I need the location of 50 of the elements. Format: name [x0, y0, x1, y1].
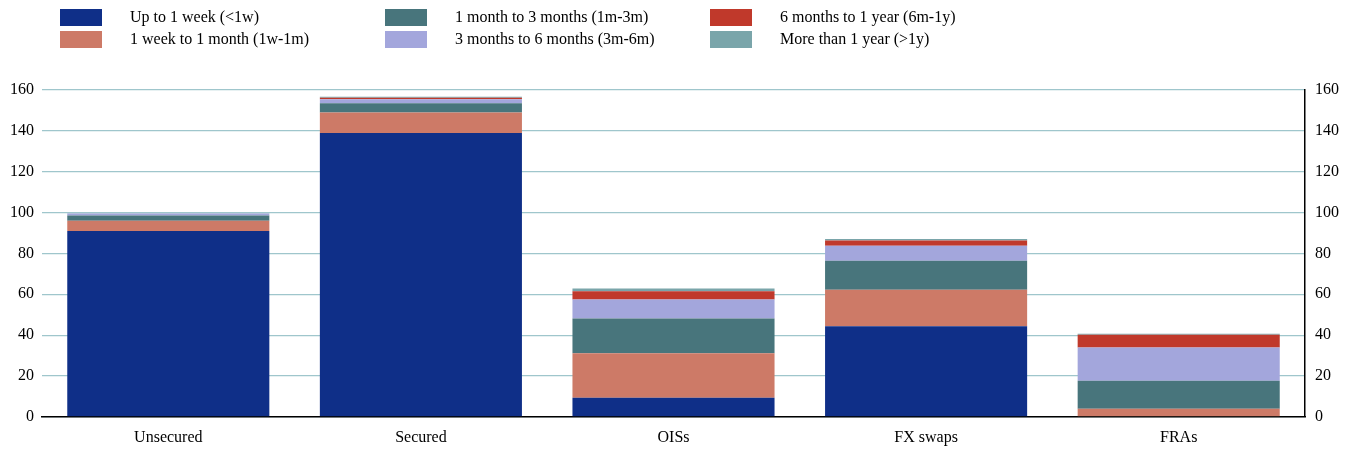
y-tick-label: 40: [18, 325, 34, 343]
bar: [825, 260, 1028, 290]
bar: [1077, 347, 1280, 381]
y2-tick-label: 20: [1315, 366, 1331, 384]
y-tick-label: 60: [18, 284, 34, 302]
bar: [825, 240, 1028, 246]
legend-label: 3 months to 6 months (3m-6m): [455, 30, 655, 48]
y-tick-label: 20: [18, 366, 34, 384]
legend-label: 6 months to 1 year (6m-1y): [780, 8, 956, 26]
bar: [319, 99, 522, 104]
bar: [319, 132, 522, 417]
y2-tick-label: 40: [1315, 325, 1331, 343]
y-tick-label: 120: [10, 161, 34, 179]
y2-tick-label: 120: [1315, 161, 1339, 179]
y-tick-label: 80: [18, 243, 34, 261]
y2-tick-label: 100: [1315, 202, 1339, 220]
bar: [67, 230, 270, 417]
y-tick-label: 160: [10, 80, 34, 98]
legend-label: 1 week to 1 month (1w-1m): [130, 30, 310, 48]
bar: [1077, 334, 1280, 348]
y2-tick-label: 0: [1315, 407, 1323, 424]
x-tick-label: FRAs: [1160, 427, 1198, 445]
y-tick-label: 100: [10, 202, 34, 220]
y2-tick-label: 140: [1315, 121, 1339, 139]
bar: [572, 299, 775, 319]
bar: [1077, 408, 1280, 417]
y-tick-label: 0: [26, 407, 34, 424]
bar: [1077, 380, 1280, 409]
x-tick-label: Unsecured: [134, 427, 203, 445]
legend-label: 1 month to 3 months (1m-3m): [455, 8, 649, 26]
bar: [825, 245, 1028, 261]
bar: [67, 215, 270, 221]
y-tick-label: 140: [10, 121, 34, 139]
x-tick-label: Secured: [395, 427, 447, 445]
x-tick-label: OISs: [657, 427, 690, 445]
legend-label: More than 1 year (>1y): [780, 30, 930, 48]
bar: [67, 220, 270, 231]
y2-tick-label: 60: [1315, 284, 1331, 302]
legend-label: Up to 1 week (<1w): [130, 8, 259, 26]
bar: [825, 326, 1028, 417]
y2-tick-label: 160: [1315, 80, 1339, 98]
bar: [572, 291, 775, 300]
bar: [319, 112, 522, 133]
bar: [572, 318, 775, 354]
y2-tick-label: 80: [1315, 243, 1331, 261]
bar: [572, 353, 775, 398]
bar: [825, 289, 1028, 327]
x-tick-label: FX swaps: [894, 427, 958, 446]
bar: [319, 103, 522, 113]
bar: [572, 397, 775, 417]
